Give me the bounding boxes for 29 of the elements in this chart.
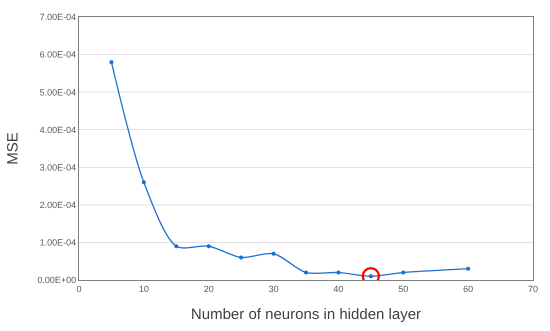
point <box>109 60 114 64</box>
y-tick-label: 5.00E-04 <box>40 87 76 98</box>
x-tick-label: 50 <box>398 284 408 294</box>
point <box>206 244 211 248</box>
x-tick-label: 0 <box>76 284 82 294</box>
point <box>272 252 276 256</box>
point <box>368 274 373 278</box>
point <box>239 255 244 260</box>
x-tick-label: 70 <box>528 284 538 294</box>
point <box>174 244 178 248</box>
x-tick-label: 40 <box>333 284 344 294</box>
y-axis-title: MSE <box>4 132 22 165</box>
y-tick-label: 2.00E-04 <box>40 200 76 210</box>
x-axis-title: Number of neurons in hidden layer <box>190 306 422 323</box>
x-tick-label: 20 <box>204 284 214 294</box>
x-tick-label: 10 <box>138 284 149 294</box>
x-tick-label: 30 <box>268 284 279 294</box>
y-tick-label: 7.00E-04 <box>40 12 76 22</box>
point <box>466 266 470 271</box>
y-tick-label: 4.00E-04 <box>40 124 76 135</box>
point <box>142 180 146 184</box>
y-tick-label: 3.00E-04 <box>40 162 76 172</box>
x-tick-label: 60 <box>463 284 474 294</box>
y-tick-label: 0.00E+00 <box>37 275 76 286</box>
y-tick-label: 1.00E-04 <box>40 238 76 248</box>
y-tick-label: 6.00E-04 <box>40 50 76 60</box>
point <box>304 270 308 274</box>
point <box>401 270 406 274</box>
point <box>336 270 340 274</box>
